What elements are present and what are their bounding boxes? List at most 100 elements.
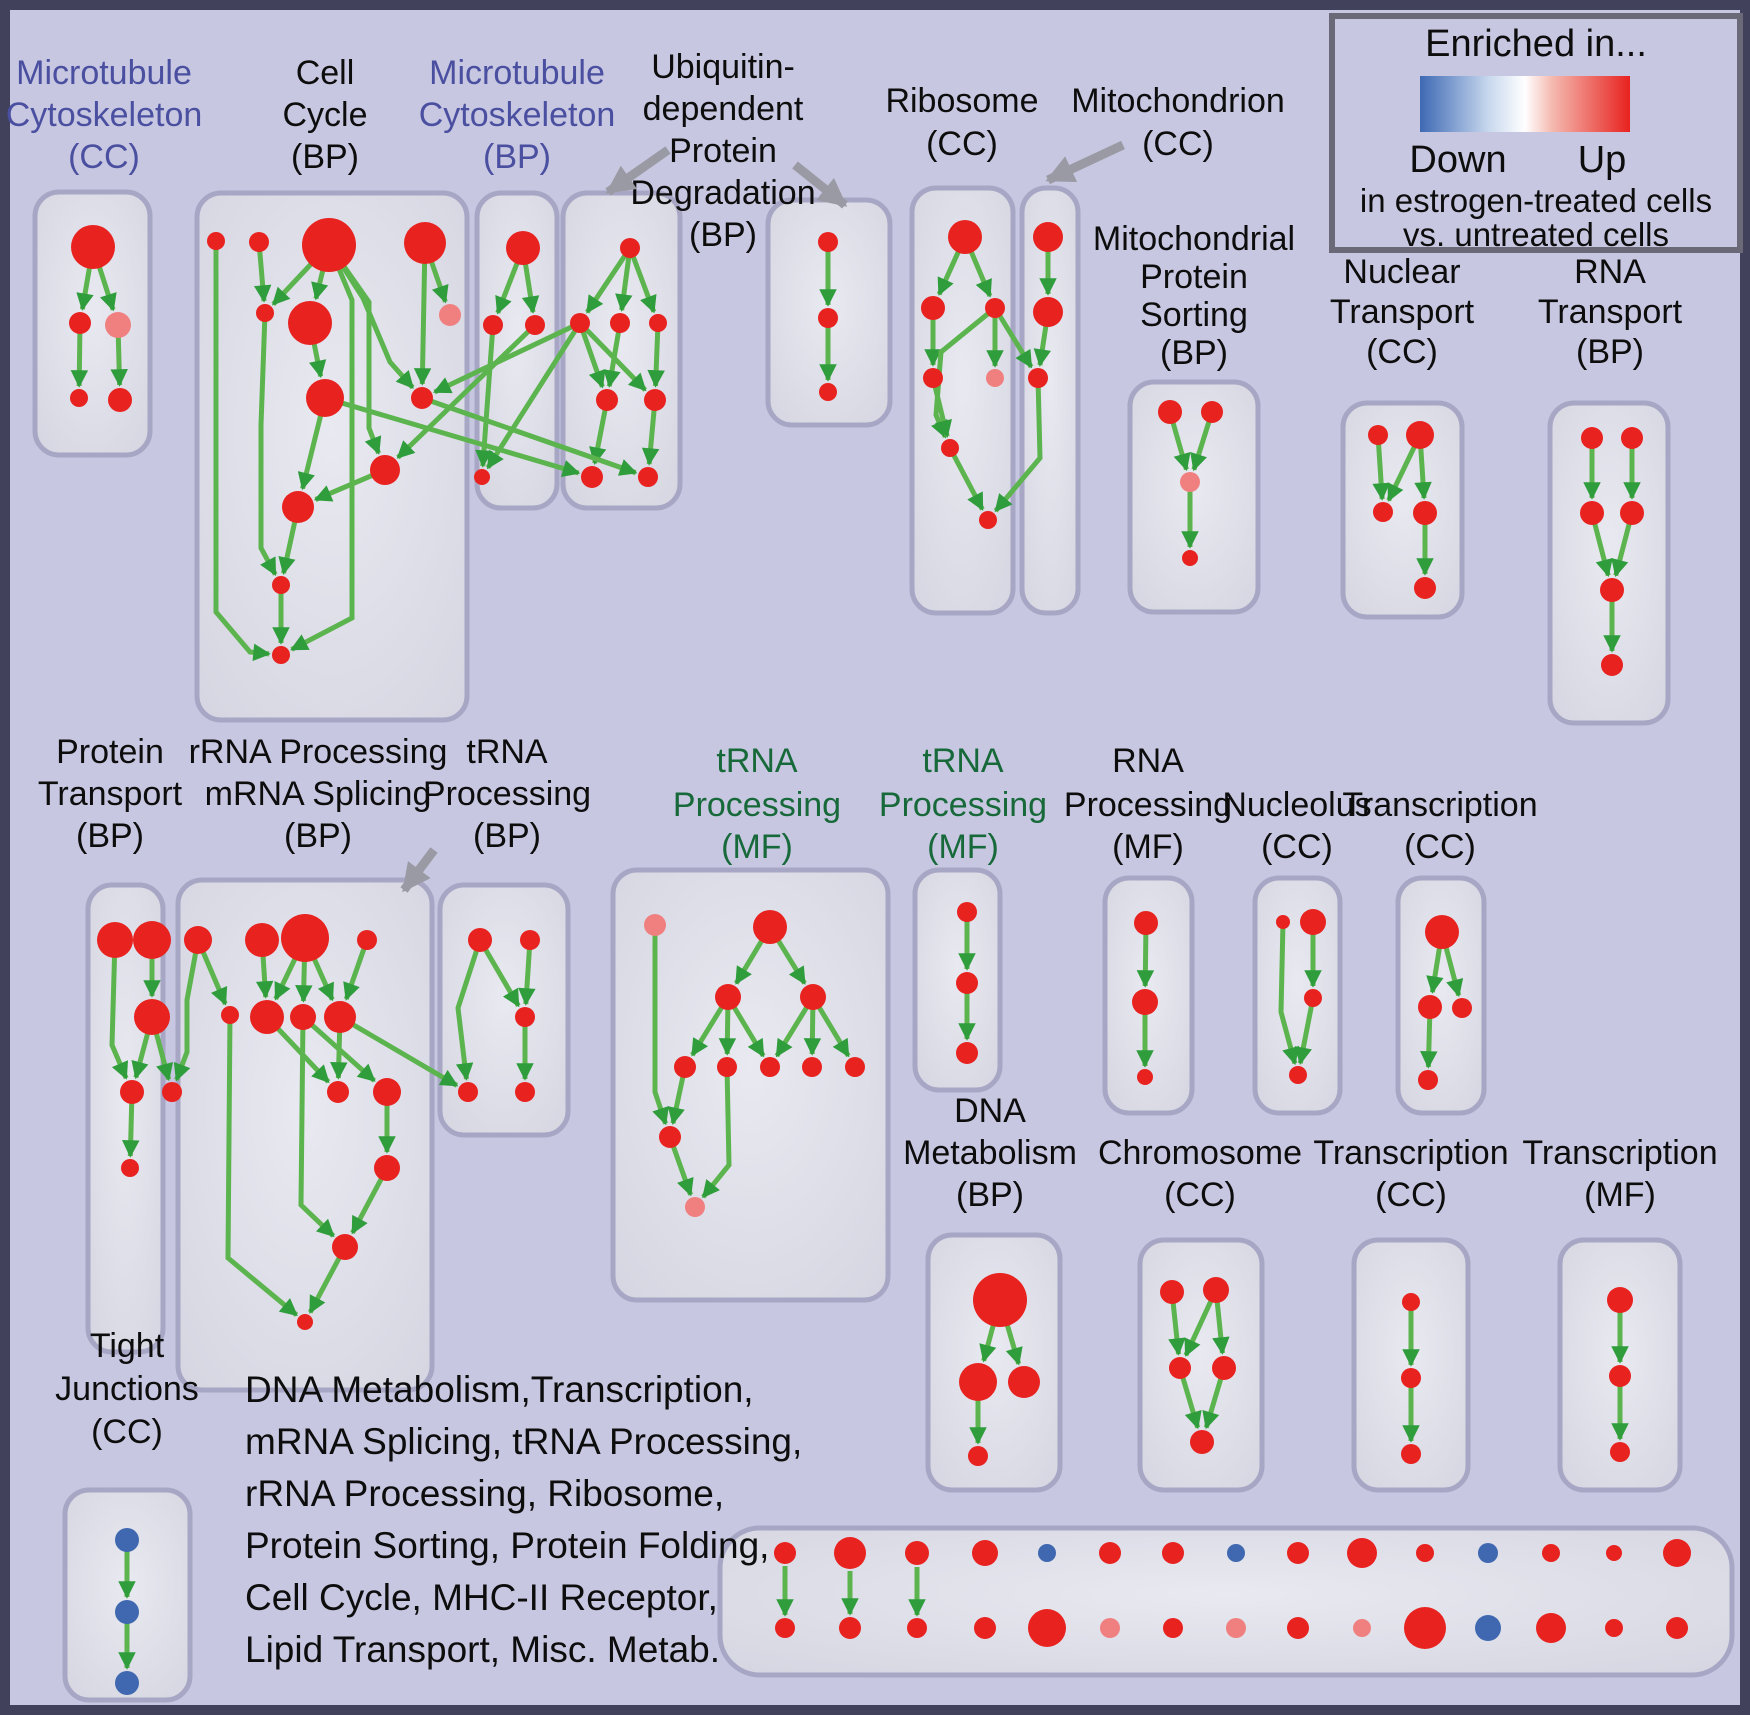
gene-node-k1[interactable]	[115, 1528, 139, 1552]
gene-node-i3[interactable]	[1401, 1444, 1421, 1464]
gene-node-r2b[interactable]	[250, 1000, 284, 1034]
gene-node-bottom-r1-c11[interactable]	[1416, 1544, 1434, 1562]
gene-node-bottom-r2-c8[interactable]	[1226, 1618, 1246, 1638]
gene-node-n2[interactable]	[1406, 421, 1434, 449]
gene-node-u2[interactable]	[570, 313, 590, 333]
gene-node-bottom-r1-c4[interactable]	[972, 1540, 998, 1566]
gene-node-q2[interactable]	[1132, 989, 1158, 1015]
gene-node-u3[interactable]	[610, 313, 630, 333]
gene-node-z2[interactable]	[956, 972, 978, 994]
gene-node-i2[interactable]	[1401, 1368, 1421, 1388]
gene-node-d4[interactable]	[968, 1446, 988, 1466]
gene-node-v3[interactable]	[819, 383, 837, 401]
gene-node-e1[interactable]	[1276, 915, 1290, 929]
gene-node-c9[interactable]	[411, 387, 433, 409]
gene-node-r5[interactable]	[332, 1234, 358, 1260]
gene-node-bottom-r1-c3[interactable]	[905, 1541, 929, 1565]
gene-node-f2[interactable]	[1418, 995, 1442, 1019]
gene-node-t2[interactable]	[1621, 427, 1643, 449]
gene-node-w1[interactable]	[644, 914, 666, 936]
gene-node-b1[interactable]	[948, 220, 982, 254]
gene-node-n3[interactable]	[1373, 502, 1393, 522]
gene-node-s3[interactable]	[1180, 472, 1200, 492]
gene-node-c13[interactable]	[272, 646, 290, 664]
gene-node-e4[interactable]	[1289, 1066, 1307, 1084]
gene-node-ta3[interactable]	[515, 1007, 535, 1027]
gene-node-mt_e[interactable]	[108, 388, 132, 412]
gene-node-w3[interactable]	[715, 984, 741, 1010]
gene-node-c8[interactable]	[306, 379, 344, 417]
gene-node-b2[interactable]	[921, 296, 945, 320]
gene-node-z1[interactable]	[957, 902, 977, 922]
gene-node-c3[interactable]	[302, 218, 356, 272]
gene-node-t4[interactable]	[1620, 501, 1644, 525]
gene-node-u6[interactable]	[596, 389, 618, 411]
gene-node-g1[interactable]	[1033, 222, 1063, 252]
gene-node-ta4[interactable]	[458, 1082, 478, 1102]
gene-node-z3[interactable]	[956, 1042, 978, 1064]
gene-node-m3[interactable]	[525, 315, 545, 335]
gene-node-u8[interactable]	[581, 466, 603, 488]
gene-node-c5[interactable]	[256, 304, 274, 322]
gene-node-c1[interactable]	[207, 232, 225, 250]
gene-node-b6[interactable]	[941, 439, 959, 457]
gene-node-c11[interactable]	[282, 491, 314, 523]
gene-node-bottom-r2-c9[interactable]	[1287, 1617, 1309, 1639]
gene-node-j3[interactable]	[1610, 1442, 1630, 1462]
gene-node-bottom-r2-c1[interactable]	[775, 1618, 795, 1638]
gene-node-bottom-r1-c6[interactable]	[1099, 1542, 1121, 1564]
gene-node-w9[interactable]	[845, 1057, 865, 1077]
gene-node-m4[interactable]	[474, 469, 490, 485]
gene-node-i1[interactable]	[1402, 1293, 1420, 1311]
gene-node-r2d[interactable]	[324, 1001, 356, 1033]
gene-node-bottom-r2-c13[interactable]	[1536, 1613, 1566, 1643]
gene-node-c4[interactable]	[404, 222, 446, 264]
gene-node-w8[interactable]	[802, 1057, 822, 1077]
gene-node-m1[interactable]	[506, 231, 540, 265]
gene-node-s4[interactable]	[1182, 550, 1198, 566]
gene-node-s1[interactable]	[1158, 400, 1182, 424]
gene-node-c10[interactable]	[370, 455, 400, 485]
gene-node-f4[interactable]	[1418, 1070, 1438, 1090]
gene-node-pt6[interactable]	[121, 1159, 139, 1177]
gene-node-c7[interactable]	[439, 304, 461, 326]
gene-node-t6[interactable]	[1601, 654, 1623, 676]
gene-node-w7[interactable]	[760, 1057, 780, 1077]
gene-node-bottom-r2-c3[interactable]	[907, 1618, 927, 1638]
gene-node-r1d[interactable]	[357, 930, 377, 950]
gene-node-h5[interactable]	[1190, 1430, 1214, 1454]
gene-node-b5[interactable]	[986, 369, 1004, 387]
gene-node-r1a[interactable]	[184, 926, 212, 954]
gene-node-bottom-r1-c15[interactable]	[1663, 1539, 1691, 1567]
gene-node-q3[interactable]	[1137, 1069, 1153, 1085]
gene-node-ta5[interactable]	[515, 1082, 535, 1102]
gene-node-pt4[interactable]	[120, 1080, 144, 1104]
gene-node-r2c[interactable]	[290, 1004, 316, 1030]
gene-node-n1[interactable]	[1368, 425, 1388, 445]
gene-node-c6[interactable]	[288, 301, 332, 345]
gene-node-d3[interactable]	[1008, 1366, 1040, 1398]
gene-node-c2[interactable]	[249, 232, 269, 252]
gene-node-pt2[interactable]	[133, 921, 171, 959]
gene-node-r3b[interactable]	[373, 1078, 401, 1106]
gene-node-g3[interactable]	[1028, 368, 1048, 388]
gene-node-bottom-r1-c13[interactable]	[1542, 1544, 1560, 1562]
gene-node-f1[interactable]	[1425, 915, 1459, 949]
gene-node-mt_c[interactable]	[105, 312, 131, 338]
gene-node-bottom-r1-c5[interactable]	[1038, 1544, 1056, 1562]
gene-node-w5[interactable]	[674, 1056, 696, 1078]
gene-node-d1[interactable]	[973, 1273, 1027, 1327]
gene-node-mt_a[interactable]	[71, 225, 115, 269]
gene-node-mt_d[interactable]	[70, 389, 88, 407]
gene-node-u7[interactable]	[644, 389, 666, 411]
gene-node-pt3[interactable]	[134, 999, 170, 1035]
gene-node-w6[interactable]	[717, 1057, 737, 1077]
gene-node-r4[interactable]	[374, 1155, 400, 1181]
gene-node-u9[interactable]	[638, 467, 658, 487]
gene-node-ta1[interactable]	[468, 928, 492, 952]
gene-node-bottom-r2-c5[interactable]	[1028, 1609, 1066, 1647]
gene-node-v1[interactable]	[818, 232, 838, 252]
gene-node-n4[interactable]	[1413, 501, 1437, 525]
gene-node-t1[interactable]	[1581, 427, 1603, 449]
gene-node-bottom-r2-c7[interactable]	[1163, 1618, 1183, 1638]
